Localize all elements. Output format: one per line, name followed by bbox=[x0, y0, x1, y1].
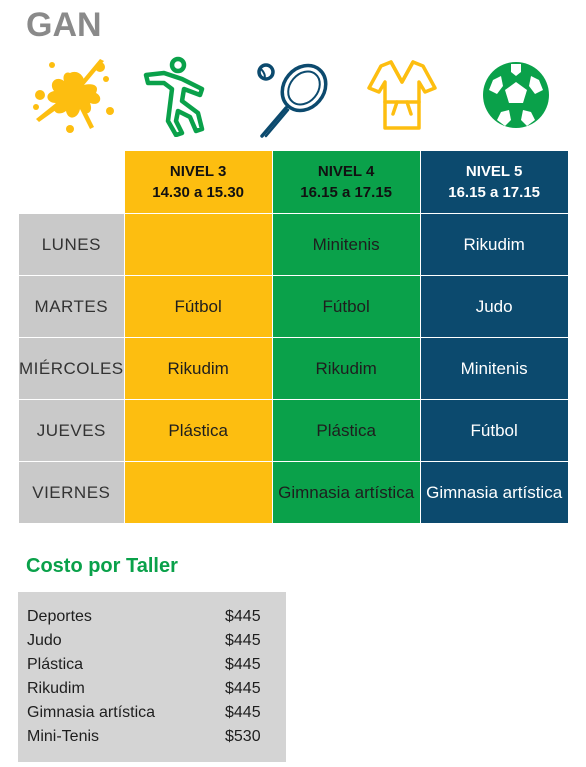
activity-cell: Rikudim bbox=[271, 337, 421, 400]
day-label: MIÉRCOLES bbox=[18, 337, 125, 400]
header-nivel-3: NIVEL 3 14.30 a 15.30 bbox=[123, 150, 273, 214]
cost-item-price: $445 bbox=[225, 704, 261, 721]
activity-cell: Rikudim bbox=[123, 337, 273, 400]
schedule-header-row: NIVEL 3 14.30 a 15.30 NIVEL 4 16.15 a 17… bbox=[18, 150, 569, 214]
activity-cell: Rikudim bbox=[419, 213, 569, 276]
cost-item-name: Plástica bbox=[27, 656, 84, 673]
table-row: MARTES Fútbol Fútbol Judo bbox=[18, 275, 569, 338]
activity-cell bbox=[123, 461, 273, 524]
page-title: GAN bbox=[26, 6, 102, 44]
cost-item: Rikudim $445 bbox=[27, 680, 277, 704]
schedule-table: NIVEL 3 14.30 a 15.30 NIVEL 4 16.15 a 17… bbox=[18, 150, 569, 524]
activity-cell bbox=[123, 213, 273, 276]
cost-item-price: $445 bbox=[225, 632, 261, 649]
cost-item: Gimnasia artística $445 bbox=[27, 704, 277, 728]
activity-cell: Minitenis bbox=[419, 337, 569, 400]
cost-item: Deportes $445 bbox=[27, 608, 277, 632]
tennis-racket-icon bbox=[257, 63, 328, 138]
header-nivel-5: NIVEL 5 16.15 a 17.15 bbox=[419, 150, 569, 214]
cost-item-name: Mini-Tenis bbox=[27, 728, 100, 745]
cost-item-price: $445 bbox=[225, 680, 261, 697]
day-label: VIERNES bbox=[18, 461, 125, 524]
header-time: 16.15 a 17.15 bbox=[448, 184, 541, 201]
day-label: MARTES bbox=[18, 275, 125, 338]
cost-item-name: Deportes bbox=[27, 608, 92, 625]
table-row: JUEVES Plástica Plástica Fútbol bbox=[18, 399, 569, 462]
cost-item-name: Judo bbox=[27, 632, 62, 649]
header-level: NIVEL 5 bbox=[465, 163, 523, 180]
activity-cell: Judo bbox=[419, 275, 569, 338]
header-corner bbox=[18, 150, 125, 214]
activity-cell: Gimnasia artística bbox=[271, 461, 421, 524]
cost-item: Mini-Tenis $530 bbox=[27, 728, 277, 752]
header-nivel-4: NIVEL 4 16.15 a 17.15 bbox=[271, 150, 421, 214]
header-level: NIVEL 4 bbox=[317, 163, 375, 180]
header-time: 16.15 a 17.15 bbox=[300, 184, 393, 201]
activity-cell: Plástica bbox=[271, 399, 421, 462]
cost-item-price: $445 bbox=[225, 656, 261, 673]
day-label: JUEVES bbox=[18, 399, 125, 462]
cost-list: Deportes $445 Judo $445 Plástica $445 Ri… bbox=[18, 592, 286, 762]
activity-cell: Fútbol bbox=[271, 275, 421, 338]
cost-item-name: Rikudim bbox=[27, 680, 85, 697]
activity-cell: Plástica bbox=[123, 399, 273, 462]
table-row: MIÉRCOLES Rikudim Rikudim Minitenis bbox=[18, 337, 569, 400]
cost-item: Judo $445 bbox=[27, 632, 277, 656]
header-level: NIVEL 3 bbox=[169, 163, 227, 180]
paint-splash-icon bbox=[33, 59, 114, 133]
cost-item-price: $445 bbox=[225, 608, 261, 625]
activity-cell: Gimnasia artística bbox=[419, 461, 569, 524]
running-figure-icon bbox=[143, 56, 205, 137]
cost-item: Plástica $445 bbox=[27, 656, 277, 680]
activity-cell: Minitenis bbox=[271, 213, 421, 276]
cost-item-name: Gimnasia artística bbox=[27, 704, 156, 721]
judo-gi-icon bbox=[367, 60, 437, 130]
soccer-ball-icon bbox=[483, 62, 549, 128]
header-time: 14.30 a 15.30 bbox=[152, 184, 245, 201]
table-row: LUNES Minitenis Rikudim bbox=[18, 213, 569, 276]
table-row: VIERNES Gimnasia artística Gimnasia artí… bbox=[18, 461, 569, 524]
day-label: LUNES bbox=[18, 213, 125, 276]
cost-item-price: $530 bbox=[225, 728, 261, 745]
cost-section-title: Costo por Taller bbox=[26, 555, 178, 577]
activity-cell: Fútbol bbox=[419, 399, 569, 462]
activity-cell: Fútbol bbox=[123, 275, 273, 338]
